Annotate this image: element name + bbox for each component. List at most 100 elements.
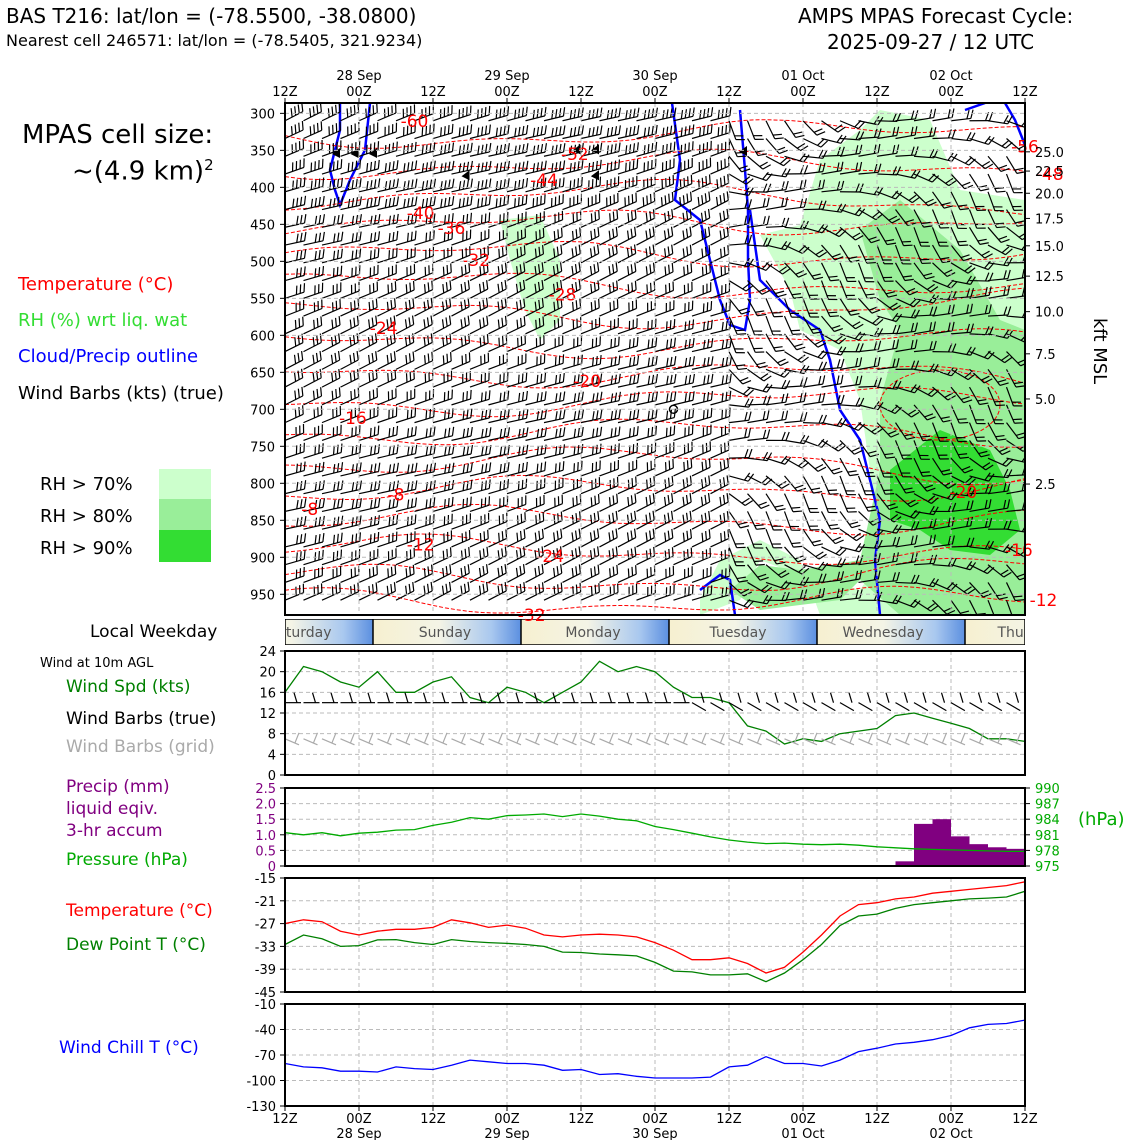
cloud-outline-4 — [964, 103, 1025, 146]
wind-barb — [913, 457, 932, 477]
wind-barb-flag — [896, 552, 899, 562]
wind-barb-flag — [462, 498, 465, 508]
wind-barb — [285, 139, 305, 157]
wind-barb-staff — [802, 596, 823, 601]
wind-barb — [414, 514, 435, 530]
wind-barb-flag — [744, 449, 749, 458]
wind-barb-flag — [448, 445, 451, 455]
wind-barb-flag — [408, 335, 411, 345]
wind-barb-flag — [318, 462, 321, 472]
wind-barb-flag — [610, 339, 613, 349]
wind-barb-flag — [448, 581, 452, 591]
wind-barb-flag — [855, 376, 859, 386]
wind-barb-flag — [540, 428, 544, 438]
wind-barb-flag — [664, 195, 667, 205]
wind-barb-staff — [358, 590, 378, 601]
wind-barb-flag — [359, 443, 362, 453]
wind-barb-flag — [499, 126, 502, 136]
wind-barb — [802, 438, 829, 448]
wind-barb — [414, 389, 435, 406]
wind-barb-flag — [519, 583, 522, 593]
wind-barb-flag — [755, 310, 765, 313]
wind-barb-flag — [910, 521, 916, 530]
wind-barb-flag — [340, 443, 343, 453]
wind-barb-flag — [798, 273, 807, 278]
wind-barb-staff — [728, 120, 737, 140]
wind-barb-flag — [445, 335, 448, 345]
wind-barb-staff — [895, 386, 915, 394]
wind-barb-staff — [599, 417, 620, 424]
wind-barb — [858, 377, 882, 388]
wind-barb-flag — [541, 244, 545, 255]
wind-barb-flag — [877, 187, 884, 196]
wind-barb-flag — [685, 494, 689, 505]
wind-barb-flag — [525, 160, 529, 170]
wind-barb-staff — [821, 383, 842, 388]
wind-barb-flag — [407, 446, 410, 456]
wind-barb-flag — [743, 472, 751, 481]
wind-barb-flag — [336, 249, 340, 259]
wind-barb — [876, 380, 902, 390]
wind-barb-staff — [469, 590, 488, 601]
wind-barb — [913, 126, 937, 140]
wind-barb-flag — [684, 143, 687, 153]
wind-barb — [377, 480, 399, 495]
wind-barb-staff — [285, 111, 304, 122]
wind-barb-flag — [423, 319, 426, 329]
wind-barb — [580, 583, 600, 601]
wind-barb-flag — [368, 372, 371, 382]
wind-barb-staff — [839, 511, 853, 529]
wind-barb-flag — [848, 309, 858, 313]
wind-barb — [746, 315, 764, 336]
wind-barb-staff — [691, 449, 711, 459]
wind-barb-flag — [388, 482, 392, 492]
wind-barb-staff — [839, 493, 849, 513]
wind-barb-flag — [523, 316, 526, 326]
wind-barb-staff — [358, 256, 379, 264]
wind-barb-flag — [440, 198, 443, 208]
wind-barb-staff — [562, 469, 582, 477]
wind-barb — [821, 439, 846, 452]
wind-barb — [451, 462, 473, 477]
wind-barb-flag — [710, 373, 714, 383]
wind-barb — [784, 262, 807, 278]
wind-barb-staff — [506, 590, 526, 601]
wind-barb-staff — [673, 593, 693, 601]
wind-barb-flag — [798, 459, 806, 467]
wind-barb — [469, 280, 489, 299]
wind-barb-flag — [470, 408, 473, 418]
wind-barb-flag — [409, 282, 412, 292]
wind-barb-flag — [577, 178, 580, 188]
wind-barb-flag — [795, 134, 805, 138]
wind-barb-staff — [876, 134, 897, 140]
wind-barb-flag — [933, 340, 937, 350]
wind-barb-staff — [340, 307, 359, 317]
wind-barb-staff — [432, 288, 452, 299]
wind-barb-flag — [449, 333, 452, 343]
wind-barb-flag — [338, 316, 341, 326]
wind-barb — [414, 480, 436, 495]
wind-barb-flag — [503, 161, 507, 171]
wind-barb — [432, 142, 455, 157]
wind-barb-staff — [285, 575, 305, 584]
wind-barb-flag — [738, 165, 748, 170]
wind-barb-staff — [617, 307, 637, 317]
wind-barb-staff — [377, 324, 396, 335]
wind-barb-flag — [866, 261, 876, 264]
wind-barb-flag — [615, 244, 618, 254]
wind-barb — [617, 318, 638, 335]
wind-barb-flag — [356, 333, 359, 343]
wind-barb — [691, 174, 711, 193]
wind-barb — [358, 248, 380, 264]
wind-barb-flag — [662, 110, 665, 120]
wind-barb — [913, 227, 930, 247]
wind-barb-staff — [488, 504, 508, 512]
wind-barb-flag — [393, 333, 396, 343]
wind-barb-flag — [877, 143, 881, 153]
wind-barb-flag — [470, 195, 473, 205]
wind-barb — [820, 262, 840, 282]
wind-barb-flag — [610, 428, 613, 438]
wind-barb-staff — [469, 538, 489, 548]
wind-barb-staff — [432, 323, 451, 335]
wind-barb-staff — [580, 185, 601, 193]
